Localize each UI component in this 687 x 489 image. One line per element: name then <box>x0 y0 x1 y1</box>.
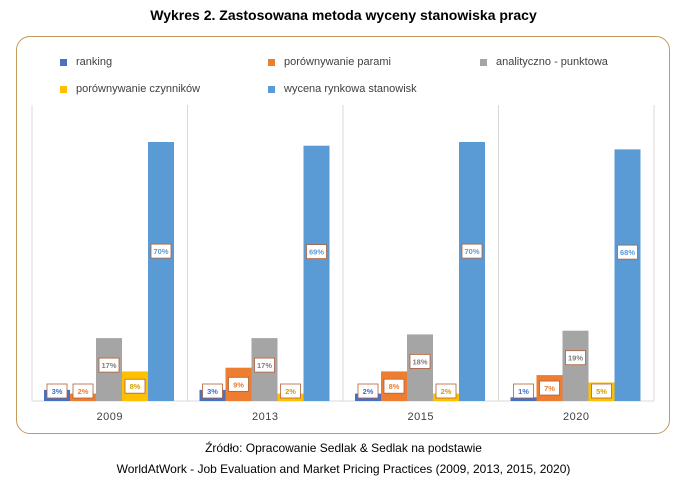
chart-title: Wykres 2. Zastosowana metoda wyceny stan… <box>150 7 537 23</box>
legend-item-analityczno-punktowa: analityczno - punktowa <box>480 56 608 68</box>
data-label: 69% <box>309 248 324 257</box>
bar-2020-4 <box>614 149 641 401</box>
data-label-box <box>98 357 120 373</box>
data-label: 17% <box>101 361 116 370</box>
data-label-box <box>150 243 172 259</box>
data-label-box <box>513 383 534 399</box>
legend-swatch <box>60 85 67 93</box>
data-label: 2% <box>441 387 452 396</box>
data-label: 70% <box>464 247 479 256</box>
data-label: 3% <box>52 387 63 396</box>
data-label: 5% <box>596 387 607 396</box>
data-label-box <box>383 378 405 394</box>
legend-swatch <box>480 58 487 66</box>
bar-2020-2 <box>562 330 589 401</box>
data-label: 3% <box>207 387 218 396</box>
legend-label: ranking <box>76 56 113 68</box>
data-label: 7% <box>544 384 555 393</box>
data-label: 68% <box>620 248 635 257</box>
bar-2020-0 <box>510 397 537 401</box>
bar-2015-4 <box>459 142 485 401</box>
data-label-box <box>357 383 379 399</box>
data-label-box <box>591 383 612 399</box>
chart-frame <box>16 36 670 434</box>
legend-item-porownywanie-parami: porównywanie parami <box>268 56 391 68</box>
data-label: 19% <box>568 354 583 363</box>
legend-item-ranking: ranking <box>60 56 112 68</box>
data-label-box <box>72 383 94 399</box>
data-label-box <box>565 350 586 366</box>
x-tick-label: 2013 <box>252 411 278 423</box>
data-label: 2% <box>78 387 89 396</box>
data-label-box <box>46 383 68 399</box>
source-line-1: Źródło: Opracowanie Sedlak & Sedlak na p… <box>205 441 482 455</box>
data-label: 18% <box>412 357 427 366</box>
legend-swatch <box>268 85 275 93</box>
data-label-box <box>539 380 560 396</box>
source-line-2: WorldAtWork - Job Evaluation and Market … <box>116 462 571 476</box>
bar-2009-4 <box>148 142 174 401</box>
bar-2013-4 <box>303 145 330 401</box>
legend-label: porównywanie czynników <box>76 83 201 95</box>
x-tick-label: 2020 <box>563 411 589 423</box>
legend-item-wycena-rynkowa: wycena rynkowa stanowisk <box>268 83 417 95</box>
legend-swatch <box>268 58 275 66</box>
data-label: 9% <box>233 380 244 389</box>
data-label-box <box>280 383 301 399</box>
data-label-box <box>435 383 457 399</box>
data-label: 1% <box>518 387 529 396</box>
data-label: 2% <box>363 387 374 396</box>
legend-label: analityczno - punktowa <box>496 56 608 68</box>
data-label-box <box>124 378 146 394</box>
legend-label: porównywanie parami <box>284 56 391 68</box>
legend-label: wycena rynkowa stanowisk <box>284 83 417 95</box>
x-tick-label: 2015 <box>408 411 434 423</box>
x-tick-label: 2009 <box>97 411 123 423</box>
data-label: 70% <box>153 247 168 256</box>
data-label: 17% <box>257 361 272 370</box>
data-label-box <box>202 383 223 399</box>
data-label-box <box>461 243 483 259</box>
legend-item-porownywanie-czynnikow: porównywanie czynników <box>60 83 200 95</box>
data-label-box <box>306 244 327 260</box>
data-label: 2% <box>285 387 296 396</box>
legend-swatch <box>60 58 67 66</box>
data-label: 8% <box>389 382 400 391</box>
data-label-box <box>617 244 638 260</box>
data-label-box <box>228 376 249 392</box>
data-label-box <box>409 353 431 369</box>
data-label-box <box>254 357 275 373</box>
data-label: 8% <box>130 382 141 391</box>
